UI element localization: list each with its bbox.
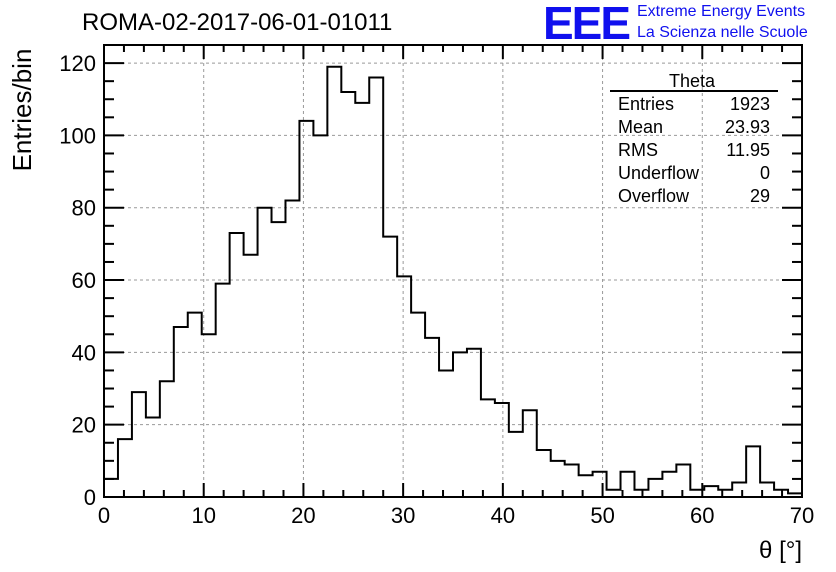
x-axis-label: θ [°]	[759, 537, 802, 564]
x-tick-label: 50	[590, 503, 614, 528]
stats-value: 0	[760, 163, 770, 183]
x-tick-label: 30	[391, 503, 415, 528]
stats-title: Theta	[669, 71, 716, 91]
eee-logo: EEE	[543, 0, 631, 49]
axis-ticks	[103, 44, 803, 498]
plot-frame	[103, 44, 803, 498]
x-tick-label: 10	[191, 503, 215, 528]
grid-lines	[104, 45, 802, 497]
x-tick-label: 40	[491, 503, 515, 528]
y-tick-label: 80	[72, 196, 96, 221]
y-tick-label: 20	[72, 413, 96, 438]
tick-labels: 0 10 20 30 40 50 60 70 0 20 40 60 80 100 120	[59, 51, 814, 528]
stats-value: 23.93	[725, 117, 770, 137]
y-tick-label: 0	[84, 485, 96, 510]
x-tick-label: 60	[690, 503, 714, 528]
stats-label: Entries	[618, 94, 674, 114]
y-tick-label: 120	[59, 51, 96, 76]
x-tick-label: 70	[790, 503, 814, 528]
stats-value: 29	[750, 186, 770, 206]
logo-subtitle-line2: La Scienza nelle Scuole	[637, 24, 808, 41]
histogram-series	[104, 65, 802, 495]
stats-value: 11.95	[726, 140, 770, 160]
stats-label: Mean	[618, 117, 663, 137]
x-tick-label: 20	[291, 503, 315, 528]
y-tick-label: 60	[72, 268, 96, 293]
stats-box: Theta Entries 1923 Mean 23.93 RMS 11.95 Underf…	[610, 71, 778, 206]
stats-rows: Entries 1923 Mean 23.93 RMS 11.95 Underflow 0 Ov…	[618, 94, 770, 206]
stats-label: Underflow	[618, 163, 700, 183]
y-axis-label: Entries/bin	[7, 49, 37, 172]
y-tick-label: 40	[72, 340, 96, 365]
logo-subtitle-line1: Extreme Energy Events	[637, 3, 806, 20]
stats-label: RMS	[618, 140, 658, 160]
y-tick-label: 100	[59, 123, 96, 148]
stats-label: Overflow	[618, 186, 690, 206]
page-title: ROMA-02-2017-06-01-01011	[82, 9, 393, 36]
stats-value: 1923	[730, 94, 770, 114]
x-tick-label: 0	[98, 503, 110, 528]
